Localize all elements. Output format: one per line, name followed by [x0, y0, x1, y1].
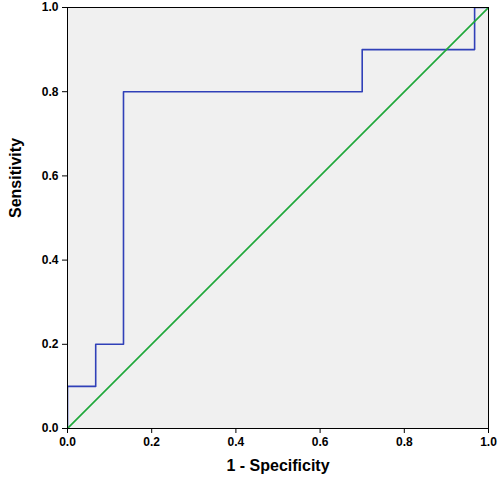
svg-text:0.2: 0.2	[143, 435, 160, 449]
svg-text:0.2: 0.2	[42, 337, 59, 351]
svg-text:Sensitivity: Sensitivity	[7, 138, 24, 218]
svg-text:0.0: 0.0	[59, 435, 76, 449]
svg-text:0.6: 0.6	[312, 435, 329, 449]
svg-text:0.4: 0.4	[42, 253, 59, 267]
svg-text:1 - Specificity: 1 - Specificity	[226, 457, 329, 474]
svg-text:1.0: 1.0	[42, 0, 59, 14]
svg-text:1.0: 1.0	[480, 435, 497, 449]
svg-text:0.0: 0.0	[42, 421, 59, 435]
svg-text:0.8: 0.8	[42, 85, 59, 99]
svg-text:0.4: 0.4	[228, 435, 245, 449]
svg-text:0.6: 0.6	[42, 169, 59, 183]
svg-text:0.8: 0.8	[396, 435, 413, 449]
